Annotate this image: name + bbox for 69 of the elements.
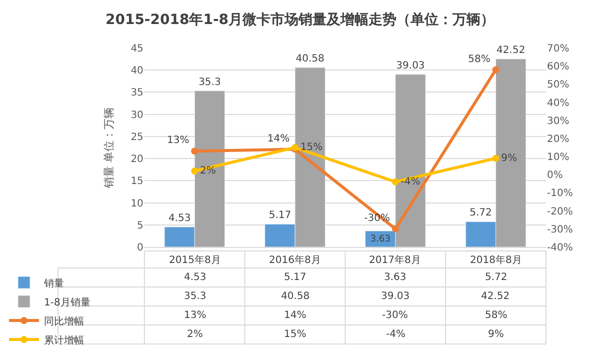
- point: [492, 66, 500, 74]
- point: [392, 178, 399, 186]
- y-tick-label: 5: [137, 220, 144, 232]
- data-label: 58%: [485, 310, 508, 321]
- text: 3.63: [370, 234, 391, 244]
- x-tick-label: 2015年8月: [169, 254, 221, 266]
- y2-tick-label: -30%: [547, 224, 573, 236]
- data-label: 35.3: [184, 291, 206, 302]
- text: 39.03: [396, 60, 425, 72]
- y2-tick-label: -10%: [547, 188, 573, 200]
- y-tick-label: 15: [130, 176, 144, 188]
- data-label: 15%: [284, 329, 306, 340]
- y2-tick-label: 70%: [547, 44, 570, 54]
- y2-tick-label: 60%: [547, 62, 570, 73]
- text: 5.17: [268, 210, 292, 222]
- y2-tick-label: 40%: [547, 98, 570, 109]
- y-tick-label: 35: [130, 88, 144, 99]
- y2-tick-label: -20%: [547, 206, 573, 218]
- point: [191, 148, 198, 155]
- data-label: 13%: [184, 310, 206, 321]
- data-label: -4%: [386, 329, 406, 340]
- chart-title: 2015-2018年1-8月微卡市场销量及增幅走势（单位：万辆）: [105, 10, 495, 28]
- legend-label: 销量: [43, 278, 64, 290]
- data-label: 5.17: [284, 272, 306, 283]
- text: 9%: [501, 152, 518, 164]
- point: [392, 225, 399, 232]
- data-label: -30%: [382, 310, 408, 321]
- y2-tick-label: -40%: [547, 242, 573, 254]
- text: 35.3: [198, 76, 221, 88]
- point: [191, 168, 198, 175]
- data-label: 42.52: [481, 291, 510, 302]
- text: 5.72: [470, 208, 492, 219]
- y-tick-label: 20: [130, 154, 144, 166]
- legend-label: 累计增幅: [44, 334, 84, 346]
- y-tick-label: 25: [130, 132, 144, 143]
- text: 15%: [300, 142, 323, 153]
- text: 42.52: [496, 44, 526, 56]
- x-tick-label: 2018年8月: [470, 254, 522, 266]
- y-tick-label: 0: [137, 242, 144, 254]
- y-tick-label: 10: [130, 198, 144, 210]
- text: 4.53: [168, 212, 191, 224]
- text: 40.58: [296, 54, 324, 65]
- data-label: 2%: [187, 329, 203, 340]
- y2-tick-label: 30%: [547, 116, 570, 127]
- point: [492, 154, 500, 162]
- legend-label: 同比增幅: [44, 315, 84, 328]
- y-tick-label: 30: [130, 110, 144, 121]
- y-tick-label: 45: [130, 44, 144, 54]
- y2-tick-label: 20%: [547, 134, 570, 145]
- data-label: 5.72: [485, 272, 508, 283]
- text: 2%: [200, 166, 216, 177]
- y-tick-label: 40: [130, 66, 144, 77]
- y-axis-title: 销量 单位：万辆: [102, 107, 116, 189]
- y2-tick-label: 0%: [547, 170, 563, 182]
- text: 13%: [167, 135, 190, 146]
- x-tick-label: 2016年8月: [269, 254, 321, 266]
- data-label: 39.03: [381, 291, 410, 302]
- data-label: 40.58: [281, 291, 310, 302]
- data-label: 4.53: [184, 272, 206, 283]
- text: -4%: [400, 176, 420, 188]
- data-label: 9%: [488, 329, 504, 340]
- data-label: 14%: [284, 310, 306, 321]
- y2-tick-label: 50%: [547, 80, 570, 91]
- y2-tick-label: 10%: [547, 152, 570, 164]
- data-label: 3.63: [384, 272, 406, 283]
- x-tick-label: 2017年8月: [369, 254, 421, 266]
- legend-label: 1-8月销量: [44, 297, 90, 308]
- text: 14%: [267, 133, 290, 144]
- text: 58%: [468, 54, 490, 65]
